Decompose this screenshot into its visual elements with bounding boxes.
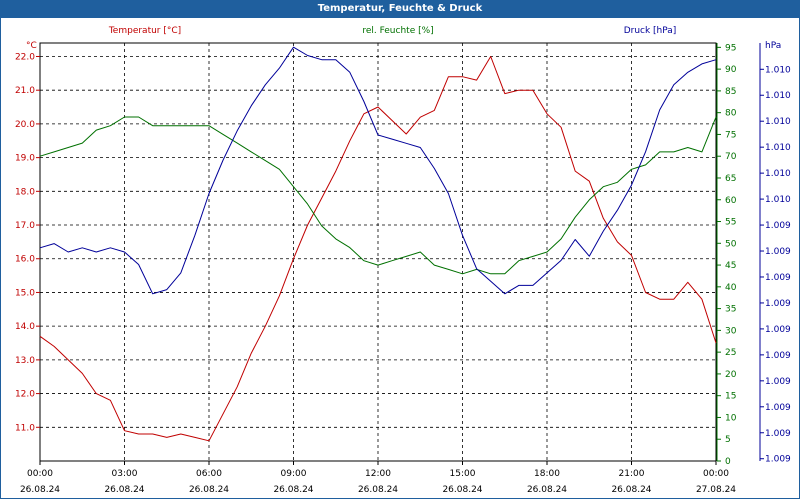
- temperature-tick-label: 20.0: [15, 120, 35, 130]
- pressure-axis: 1.010 1.010 1.010 1.010 1.010 1.010 1.009 1.009…: [759, 43, 791, 465]
- pressure-tick-label: 1.009: [765, 325, 791, 335]
- pressure-tick-label: 1.009: [765, 403, 791, 413]
- humidity-tick-label: 5: [725, 435, 731, 445]
- humidity-tick-label: 70: [725, 152, 737, 162]
- humidity-tick-label: 40: [725, 283, 737, 293]
- humidity-tick-label: 85: [725, 87, 736, 97]
- pressure-unit: hPa: [765, 41, 781, 51]
- temperature-series-line: [39, 56, 717, 442]
- pressure-tick-label: 1.009: [765, 351, 791, 361]
- temperature-tick-label: 21.0: [15, 86, 35, 96]
- temperature-tick-label: 13.0: [15, 356, 35, 366]
- date-tick-label: 26.08.24: [189, 485, 229, 495]
- humidity-tick-label: 20: [725, 370, 737, 380]
- temperature-axis: 11.0 12.0 13.0 14.0 15.0 16.0 17.0 18.0 19.0 20.0…: [15, 52, 40, 433]
- pressure-tick-label: 1.010: [765, 169, 791, 179]
- date-tick-label: 26.08.24: [273, 485, 313, 495]
- temperature-tick-label: 15.0: [15, 288, 35, 298]
- humidity-tick-label: 10: [725, 413, 737, 423]
- temperature-tick-label: 19.0: [15, 154, 35, 164]
- time-tick-label: 00:00: [703, 469, 729, 479]
- pressure-tick-label: 1.009: [765, 455, 791, 465]
- series-group: [39, 46, 717, 442]
- temperature-unit: °C: [26, 41, 37, 51]
- pressure-tick-label: 1.010: [765, 65, 791, 75]
- date-tick-label: 26.08.24: [104, 485, 144, 495]
- humidity-axis-label: rel. Feuchte [%]: [362, 26, 433, 36]
- pressure-tick-label: 1.010: [765, 91, 791, 101]
- pressure-tick-label: 1.009: [765, 221, 791, 231]
- humidity-axis: 0 5 10 15 20 25 30 35 40 45 50 55 60 65 70 75 80 85 90 95: [716, 43, 737, 467]
- time-axis: 00:00 26.08.24 03:00 26.08.24 06:00 26.08.24 0…: [20, 461, 736, 495]
- humidity-tick-label: 45: [725, 261, 736, 271]
- pressure-axis-label: Druck [hPa]: [624, 26, 677, 36]
- temperature-tick-label: 11.0: [15, 423, 35, 433]
- humidity-tick-label: 50: [725, 239, 737, 249]
- humidity-tick-label: 15: [725, 392, 736, 402]
- date-tick-label: 27.08.24: [696, 485, 736, 495]
- pressure-tick-label: 1.010: [765, 143, 791, 153]
- time-tick-label: 21:00: [619, 469, 645, 479]
- time-tick-label: 15:00: [450, 469, 476, 479]
- humidity-tick-label: 95: [725, 43, 736, 53]
- pressure-tick-label: 1.009: [765, 247, 791, 257]
- temperature-tick-label: 12.0: [15, 390, 35, 400]
- time-tick-label: 18:00: [534, 469, 560, 479]
- time-tick-label: 06:00: [196, 469, 222, 479]
- humidity-series-line: [39, 116, 717, 275]
- humidity-tick-label: 90: [725, 65, 737, 75]
- pressure-tick-label: 1.009: [765, 273, 791, 283]
- date-tick-label: 26.08.24: [527, 485, 567, 495]
- pressure-tick-label: 1.009: [765, 377, 791, 387]
- temperature-axis-label: Temperatur [°C]: [108, 26, 181, 36]
- time-tick-label: 09:00: [281, 469, 307, 479]
- time-tick-label: 12:00: [365, 469, 391, 479]
- pressure-tick-label: 1.009: [765, 429, 791, 439]
- humidity-tick-label: 65: [725, 174, 736, 184]
- pressure-tick-label: 1.010: [765, 117, 791, 127]
- temperature-tick-label: 16.0: [15, 255, 35, 265]
- pressure-tick-label: 1.010: [765, 195, 791, 205]
- humidity-tick-label: 35: [725, 305, 736, 315]
- pressure-tick-label: 1.009: [765, 299, 791, 309]
- humidity-tick-label: 0: [725, 457, 731, 467]
- humidity-tick-label: 80: [725, 109, 737, 119]
- date-tick-label: 26.08.24: [611, 485, 651, 495]
- date-tick-label: 26.08.24: [442, 485, 482, 495]
- humidity-tick-label: 75: [725, 130, 736, 140]
- pressure-series-line: [39, 46, 717, 295]
- temperature-tick-label: 18.0: [15, 187, 35, 197]
- humidity-tick-label: 55: [725, 218, 736, 228]
- temperature-tick-label: 14.0: [15, 322, 35, 332]
- temperature-tick-label: 17.0: [15, 221, 35, 231]
- date-tick-label: 26.08.24: [20, 485, 60, 495]
- humidity-tick-label: 60: [725, 196, 737, 206]
- date-tick-label: 26.08.24: [358, 485, 398, 495]
- window-title: Temperatur, Feuchte & Druck: [0, 0, 800, 18]
- time-tick-label: 00:00: [27, 469, 53, 479]
- grid: [40, 43, 716, 461]
- humidity-tick-label: 30: [725, 326, 737, 336]
- time-tick-label: 03:00: [112, 469, 138, 479]
- humidity-tick-label: 25: [725, 348, 736, 358]
- temperature-tick-label: 22.0: [15, 52, 35, 62]
